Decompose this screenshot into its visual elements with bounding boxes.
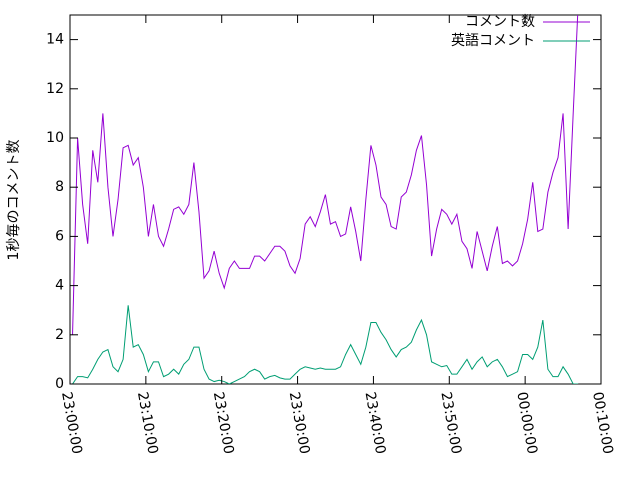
x-tick-label: 23:10:00 [134,391,161,456]
legend-label: 英語コメント [451,32,535,49]
x-tick-label: 23:40:00 [362,391,389,456]
y-tick-label: 0 [55,376,64,392]
y-tick-label: 2 [55,327,64,343]
x-tick-label: 23:20:00 [210,391,237,456]
x-tick-label: 23:30:00 [286,391,313,456]
y-tick-label: 4 [55,278,64,294]
x-tick-label: 00:10:00 [589,391,616,456]
x-tick-label: 23:50:00 [437,391,464,456]
series-line [72,15,579,335]
plot-frame [69,14,602,385]
x-tick-label: 00:00:00 [513,391,540,456]
y-tick-label: 12 [46,81,64,97]
y-axis-label: 1秒毎のコメント数 [6,140,22,261]
y-tick-label: 14 [46,32,64,48]
x-tick-label: 23:00:00 [58,391,85,456]
legend-label: コメント数 [465,14,535,30]
y-tick-label: 10 [46,130,64,146]
y-tick-label: 8 [55,179,64,195]
series-line [72,305,579,384]
plot-area [72,15,579,384]
y-tick-label: 6 [55,228,64,244]
